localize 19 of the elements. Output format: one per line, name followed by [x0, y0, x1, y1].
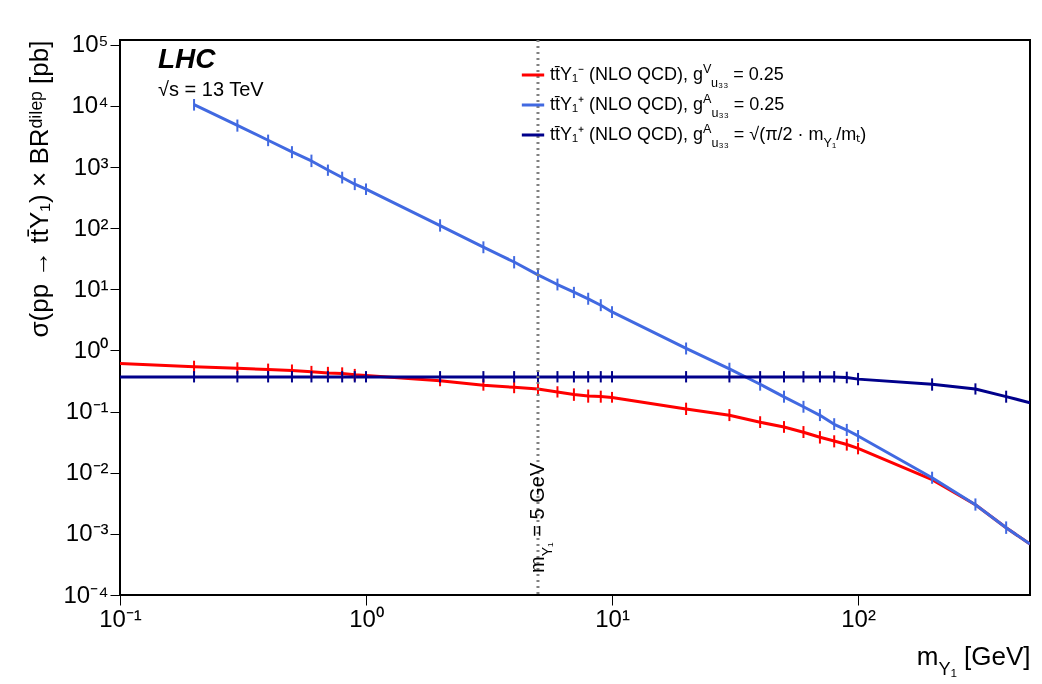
y-tick-label: 10¹ — [73, 274, 109, 302]
legend-label: tt̄Y₁⁻ (NLO QCD), g$^{V}$$_{u₃₃}$ = 0.25 — [550, 62, 784, 90]
legend-label: tt̄Y₁⁺ (NLO QCD), g$^{A}$$_{u₃₃}$ = √(π/2 · m$_{Y₁}$/mₜ) — [550, 122, 867, 150]
y-tick-label: 10⁴ — [71, 91, 109, 119]
y-axis-title: σ(pp → tt̄Y₁) × BRᵈⁱˡᵉᵖ [pb] — [24, 40, 55, 338]
x-tick-label: 10¹ — [595, 604, 630, 632]
y-tick-label: 10⁻¹ — [65, 397, 109, 425]
annotation: LHC — [158, 43, 217, 74]
x-axis-title: m$_{Y₁}$ [GeV] — [916, 640, 1031, 679]
legend-label: tt̄Y₁⁺ (NLO QCD), g$^{A}$$_{u₃₃}$ = 0.25 — [550, 92, 785, 120]
annotation: √s = 13 TeV — [158, 78, 265, 100]
y-tick-label: 10² — [73, 213, 109, 241]
y-tick-label: 10⁰ — [73, 335, 109, 363]
x-tick-label: 10² — [841, 604, 876, 632]
y-tick-label: 10⁵ — [71, 30, 109, 58]
y-tick-label: 10⁻² — [65, 458, 109, 486]
y-tick-label: 10³ — [73, 152, 109, 180]
y-tick-label: 10⁻³ — [65, 519, 109, 547]
x-tick-label: 10⁰ — [349, 604, 384, 632]
